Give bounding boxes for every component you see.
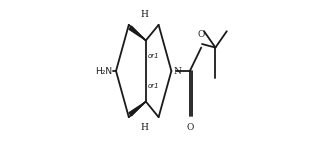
Text: H: H xyxy=(141,123,148,132)
Text: H: H xyxy=(141,10,148,19)
Text: or1: or1 xyxy=(147,83,159,89)
Polygon shape xyxy=(129,101,146,116)
Text: O: O xyxy=(186,123,193,132)
Text: or1: or1 xyxy=(147,53,159,59)
Polygon shape xyxy=(129,26,146,41)
Text: H₂N: H₂N xyxy=(95,66,112,76)
Text: N: N xyxy=(173,66,181,76)
Text: O: O xyxy=(198,30,205,39)
